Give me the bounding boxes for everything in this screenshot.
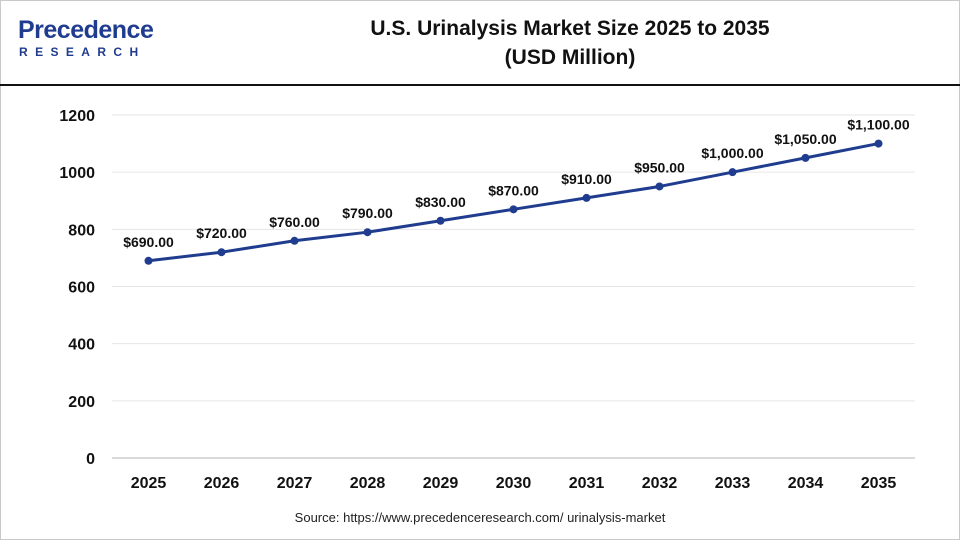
data-point (436, 216, 445, 225)
x-tick-label: 2032 (642, 475, 678, 492)
source-note: Source: https://www.precedenceresearch.c… (294, 510, 666, 525)
data-point (217, 248, 226, 257)
chart-header: Precedence RESEARCH U.S. Urinalysis Mark… (0, 0, 960, 86)
x-tick-label: 2026 (204, 475, 240, 492)
data-label: $760.00 (269, 214, 320, 230)
data-label: $1,100.00 (847, 117, 909, 133)
data-label: $690.00 (123, 234, 174, 250)
y-tick-label: 800 (68, 222, 95, 239)
data-label: $790.00 (342, 205, 393, 221)
y-tick-label: 1200 (59, 108, 95, 125)
data-label: $1,000.00 (701, 145, 763, 161)
y-tick-label: 400 (68, 337, 95, 354)
data-point (582, 193, 591, 202)
x-tick-label: 2030 (496, 475, 532, 492)
data-label: $720.00 (196, 225, 247, 241)
data-label: $910.00 (561, 171, 612, 187)
chart-title-line-2: (USD Million) (504, 46, 636, 69)
x-tick-label: 2028 (350, 475, 386, 492)
x-tick-label: 2033 (715, 475, 751, 492)
chart-title-line-1: U.S. Urinalysis Market Size 2025 to 2035 (370, 17, 770, 40)
line-chart: 0 200 400 600 800 1000 1200 2025 2026 2027 2028 202… (59, 108, 915, 492)
y-tick-label: 600 (68, 280, 95, 297)
y-tick-label: 1000 (59, 165, 95, 182)
data-label: $1,050.00 (774, 131, 836, 147)
data-point (363, 228, 372, 237)
data-label: $830.00 (415, 194, 466, 210)
company-logo: Precedence RESEARCH (18, 14, 158, 64)
logo-wordmark: Precedence (18, 16, 154, 44)
data-label: $950.00 (634, 159, 685, 175)
chart-area: 0 200 400 600 800 1000 1200 2025 2026 2027 2028 202… (0, 88, 960, 508)
x-tick-label: 2029 (423, 475, 459, 492)
data-point (874, 139, 883, 148)
x-tick-label: 2027 (277, 475, 313, 492)
data-point (801, 153, 810, 162)
x-tick-label: 2035 (861, 475, 897, 492)
data-point (509, 205, 518, 214)
x-tick-label: 2034 (788, 475, 824, 492)
y-tick-label: 0 (86, 451, 95, 468)
x-tick-label: 2031 (569, 475, 605, 492)
series-line (148, 142, 879, 263)
data-point (144, 256, 153, 265)
logo-subtitle: RESEARCH (19, 45, 146, 59)
data-point (728, 168, 737, 177)
y-tick-label: 200 (68, 394, 95, 411)
chart-title: U.S. Urinalysis Market Size 2025 to 2035… (290, 14, 850, 72)
data-label: $870.00 (488, 182, 539, 198)
data-point (655, 182, 664, 191)
x-tick-label: 2025 (131, 475, 167, 492)
data-point (290, 236, 299, 245)
